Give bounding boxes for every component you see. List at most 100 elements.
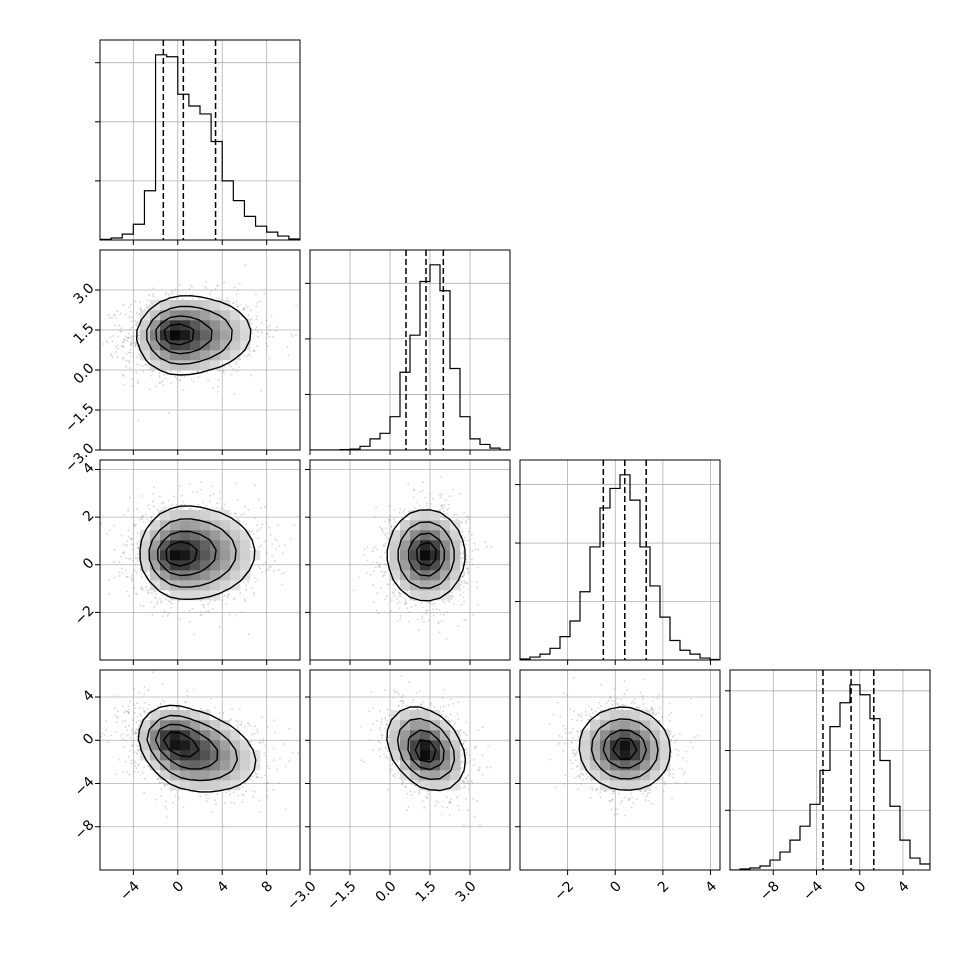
scatter-point (465, 554, 468, 557)
scatter-point (223, 371, 225, 374)
scatter-point (240, 528, 242, 530)
density-cell (180, 590, 191, 601)
scatter-point (258, 565, 260, 568)
scatter-point (467, 516, 470, 519)
scatter-point (146, 304, 148, 306)
scatter-point (132, 352, 135, 355)
scatter-point (407, 620, 410, 623)
scatter-point (152, 505, 155, 508)
scatter-point (451, 595, 454, 598)
scatter-point (109, 529, 111, 532)
density-cell (170, 350, 181, 361)
scatter-point (268, 568, 270, 571)
scatter-point (123, 346, 126, 349)
scatter-point (127, 336, 129, 339)
scatter-point (377, 613, 380, 615)
scatter-point (265, 319, 268, 322)
scatter-point (444, 499, 447, 502)
scatter-point (263, 506, 266, 508)
scatter-point (276, 326, 278, 329)
scatter-point (266, 326, 268, 329)
scatter-point (122, 375, 124, 377)
density-cell (180, 360, 191, 371)
scatter-point (136, 557, 139, 560)
scatter-point (239, 304, 241, 306)
scatter-point (203, 604, 205, 606)
scatter-point (474, 548, 477, 551)
scatter-point (440, 620, 443, 623)
density-cell (160, 310, 171, 321)
scatter-point (134, 563, 137, 566)
scatter-point (202, 501, 205, 504)
scatter-point (379, 526, 382, 529)
scatter-point (463, 600, 465, 603)
scatter-point (164, 506, 167, 509)
scatter-point (238, 283, 241, 285)
scatter-point (169, 600, 172, 603)
density-cell (170, 520, 181, 531)
scatter-point (205, 610, 208, 613)
scatter-point (398, 592, 401, 595)
scatter-point (132, 337, 135, 340)
scatter-point (243, 308, 246, 310)
density-cell (210, 580, 221, 591)
scatter-point (402, 511, 405, 513)
scatter-point (352, 589, 355, 592)
scatter-point (230, 365, 232, 368)
scatter-point (136, 532, 139, 535)
density-cell (200, 550, 211, 561)
scatter-point (176, 377, 179, 380)
panel-frame (519, 459, 721, 661)
scatter-point (258, 546, 260, 548)
scatter-point (131, 326, 134, 329)
scatter-point (476, 586, 479, 589)
scatter-point (471, 613, 474, 616)
scatter-point (218, 625, 221, 628)
scatter-point (154, 596, 157, 599)
scatter-point (174, 288, 177, 291)
scatter-point (371, 561, 374, 564)
scatter-point (117, 344, 119, 347)
scatter-point (108, 593, 111, 596)
scatter-point (127, 336, 129, 339)
scatter-point (127, 351, 130, 354)
scatter-point (419, 490, 421, 493)
scatter-point (140, 308, 142, 311)
scatter-point (429, 503, 432, 505)
scatter-point (141, 518, 144, 520)
scatter-point (180, 503, 183, 506)
density-cell (180, 550, 191, 561)
scatter-point (113, 576, 116, 579)
scatter-point (255, 318, 258, 321)
scatter-point (407, 592, 409, 595)
scatter-point (139, 307, 142, 309)
density-cell (160, 360, 171, 371)
scatter-point (404, 597, 406, 600)
scatter-point (243, 355, 246, 357)
scatter-point (162, 501, 165, 504)
scatter-point (133, 569, 136, 571)
scatter-point (226, 596, 229, 599)
scatter-point (382, 530, 384, 533)
scatter-point (456, 518, 459, 521)
scatter-point (228, 593, 230, 595)
density-cell (160, 340, 171, 351)
scatter-point (466, 515, 468, 518)
scatter-point (230, 373, 233, 376)
scatter-point (204, 286, 206, 288)
density-cell (200, 560, 211, 571)
scatter-point (290, 333, 293, 335)
scatter-point (461, 576, 464, 578)
scatter-point (259, 567, 261, 570)
scatter-point (237, 517, 240, 520)
scatter-point (125, 365, 127, 368)
scatter-point (390, 609, 392, 612)
scatter-point (97, 547, 99, 549)
scatter-point (271, 543, 274, 546)
scatter-point (134, 341, 137, 344)
scatter-point (152, 500, 154, 503)
scatter-point (463, 574, 465, 577)
scatter-point (393, 582, 396, 585)
scatter-point (422, 481, 425, 484)
scatter-point (131, 579, 134, 582)
